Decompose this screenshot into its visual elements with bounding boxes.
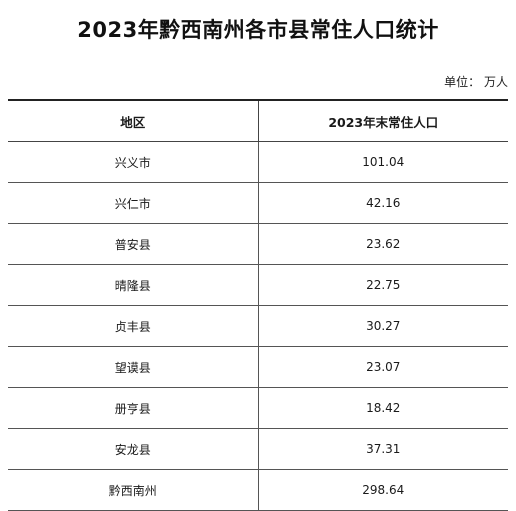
table-body: 兴义市 101.04 兴仁市 42.16 普安县 23.62 晴隆县 22.75… [8,141,508,511]
table-row: 册亨县 18.42 [8,387,508,429]
region-cell: 册亨县 [8,387,259,429]
region-cell: 黔西南州 [8,469,259,511]
population-cell: 23.62 [258,223,508,265]
region-cell: 安龙县 [8,428,259,470]
unit-label: 单位： 万人 [444,75,508,89]
population-cell: 101.04 [258,141,508,183]
table-row: 普安县 23.62 [8,223,508,265]
population-cell: 42.16 [258,182,508,224]
region-cell: 望谟县 [8,346,259,388]
population-cell: 22.75 [258,264,508,306]
table-row: 贞丰县 30.27 [8,305,508,347]
table-row: 晴隆县 22.75 [8,264,508,306]
population-cell: 23.07 [258,346,508,388]
column-header-population: 2023年末常住人口 [258,99,508,142]
header-row: 地区 2023年末常住人口 [8,99,508,142]
population-cell: 37.31 [258,428,508,470]
region-cell: 兴义市 [8,141,259,183]
region-cell: 兴仁市 [8,182,259,224]
population-cell: 30.27 [258,305,508,347]
region-cell: 贞丰县 [8,305,259,347]
table-row: 安龙县 37.31 [8,428,508,470]
page-title: 2023年黔西南州各市县常住人口统计 [77,18,439,42]
table-header: 地区 2023年末常住人口 [8,99,508,142]
table-row: 望谟县 23.07 [8,346,508,388]
table-row: 兴仁市 42.16 [8,182,508,224]
table-row: 兴义市 101.04 [8,141,508,183]
population-cell: 18.42 [258,387,508,429]
table-row-total: 黔西南州 298.64 [8,469,508,511]
region-cell: 普安县 [8,223,259,265]
population-table: 地区 2023年末常住人口 兴义市 101.04 兴仁市 42.16 普安县 2… [8,99,508,511]
population-cell: 298.64 [258,469,508,511]
column-header-region: 地区 [8,99,259,142]
region-cell: 晴隆县 [8,264,259,306]
